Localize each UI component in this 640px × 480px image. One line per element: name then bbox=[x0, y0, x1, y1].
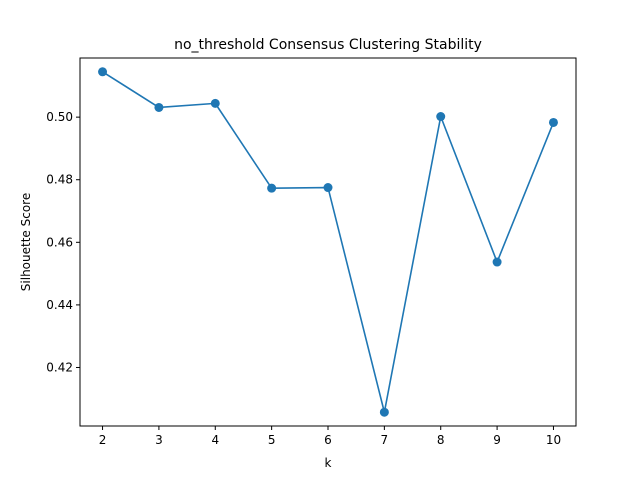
x-tick-label: 6 bbox=[324, 433, 332, 447]
x-tick-label: 10 bbox=[546, 433, 561, 447]
data-point bbox=[210, 98, 220, 108]
x-axis-label: k bbox=[325, 456, 332, 470]
data-point bbox=[267, 183, 277, 193]
data-point bbox=[379, 407, 389, 417]
x-axis-ticks: 2 3 4 5 6 7 8 9 10 bbox=[99, 426, 561, 447]
x-tick-label: 5 bbox=[268, 433, 276, 447]
x-tick-label: 4 bbox=[211, 433, 219, 447]
data-point bbox=[323, 183, 333, 193]
y-tick-label: 0.46 bbox=[46, 235, 73, 249]
data-point bbox=[548, 117, 558, 127]
x-tick-label: 3 bbox=[155, 433, 163, 447]
plot-frame bbox=[79, 57, 577, 427]
x-tick-label: 7 bbox=[381, 433, 389, 447]
y-tick-label: 0.48 bbox=[46, 173, 73, 187]
x-tick-label: 8 bbox=[437, 433, 445, 447]
x-tick-label: 9 bbox=[493, 433, 501, 447]
data-point bbox=[98, 67, 108, 77]
plot-series bbox=[98, 67, 558, 417]
y-axis-ticks: 0.42 0.44 0.46 0.48 0.50 bbox=[46, 110, 80, 374]
chart-title: no_threshold Consensus Clustering Stabil… bbox=[174, 37, 482, 53]
y-tick-label: 0.44 bbox=[46, 298, 73, 312]
data-point bbox=[436, 112, 446, 122]
y-axis-label: Silhouette Score bbox=[19, 193, 33, 291]
x-tick-label: 2 bbox=[99, 433, 107, 447]
data-point bbox=[492, 257, 502, 267]
y-tick-label: 0.50 bbox=[46, 110, 73, 124]
y-tick-label: 0.42 bbox=[46, 360, 73, 374]
data-point bbox=[154, 102, 164, 112]
